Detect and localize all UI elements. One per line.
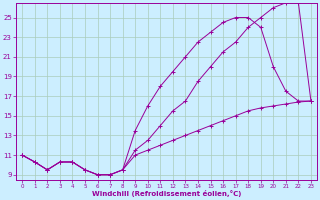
X-axis label: Windchill (Refroidissement éolien,°C): Windchill (Refroidissement éolien,°C) xyxy=(92,190,241,197)
